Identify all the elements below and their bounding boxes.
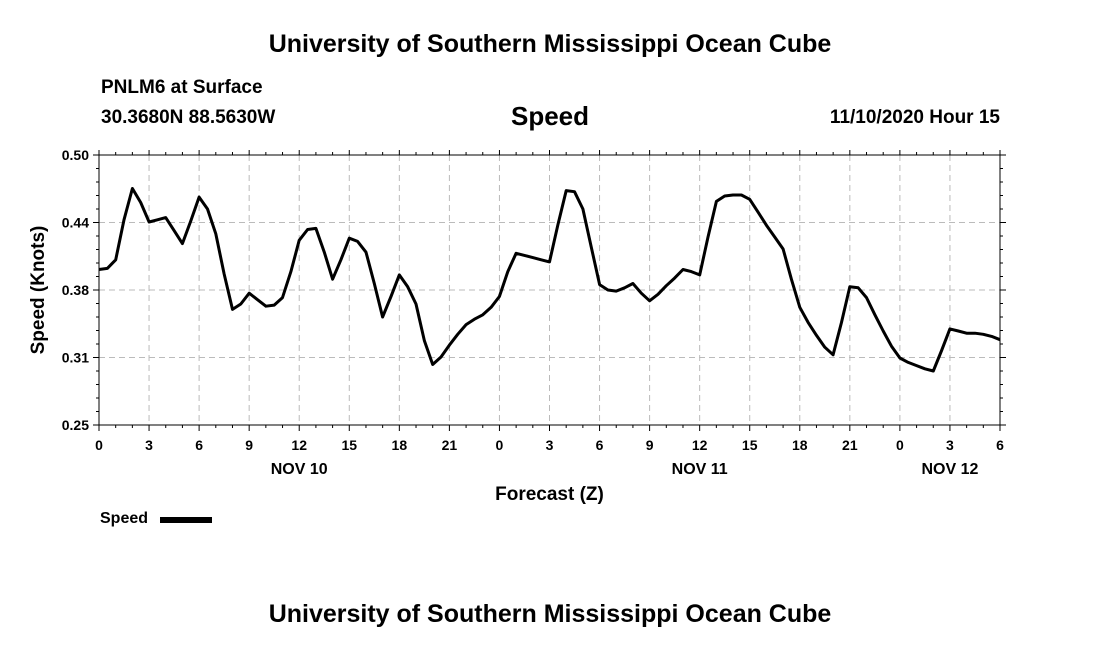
x-tick-label: 6 [596, 437, 604, 453]
x-tick-label: 3 [946, 437, 954, 453]
x-tick-label: 9 [646, 437, 654, 453]
speed-series-line [98, 187, 1001, 373]
page-title: University of Southern Mississippi Ocean… [268, 30, 832, 58]
plot-frame [98, 154, 1001, 426]
station-label: PNLM6 at Surface [101, 77, 263, 98]
x-tick-label: 15 [742, 437, 758, 453]
coordinates-label: 30.3680N 88.5630W [101, 107, 276, 128]
x-tick-label: 12 [291, 437, 307, 453]
y-axis-label: Speed (Knots) [28, 226, 49, 355]
day-label: NOV 12 [921, 461, 978, 478]
x-tick-label: 18 [392, 437, 408, 453]
y-tick-label: 0.31 [62, 350, 89, 366]
x-tick-label: 12 [692, 437, 708, 453]
x-tick-label: 3 [145, 437, 153, 453]
day-label: NOV 10 [271, 461, 328, 478]
legend-label: Speed [100, 510, 149, 527]
x-tick-label: 9 [245, 437, 253, 453]
y-tick-label: 0.25 [62, 417, 89, 433]
x-tick-label: 18 [792, 437, 808, 453]
x-tick-label: 3 [546, 437, 554, 453]
parameter-title: Speed [510, 101, 590, 131]
x-tick-label: 15 [341, 437, 357, 453]
x-tick-label: 0 [896, 437, 904, 453]
y-tick-label: 0.38 [62, 282, 89, 298]
x-axis-label: Forecast (Z) [495, 484, 604, 505]
x-tick-label: 0 [496, 437, 504, 453]
datetime-label: 11/10/2020 Hour 15 [829, 107, 1000, 128]
footer-title: University of Southern Mississippi Ocean… [268, 600, 832, 628]
legend-swatch [160, 517, 212, 523]
x-tick-label: 21 [442, 437, 458, 453]
x-tick-label: 21 [842, 437, 858, 453]
x-tick-label: 6 [195, 437, 203, 453]
day-label: NOV 11 [672, 461, 728, 478]
x-tick-label: 0 [95, 437, 103, 453]
y-tick-label: 0.50 [62, 147, 89, 163]
x-tick-label: 6 [996, 437, 1004, 453]
y-tick-label: 0.44 [62, 215, 89, 231]
